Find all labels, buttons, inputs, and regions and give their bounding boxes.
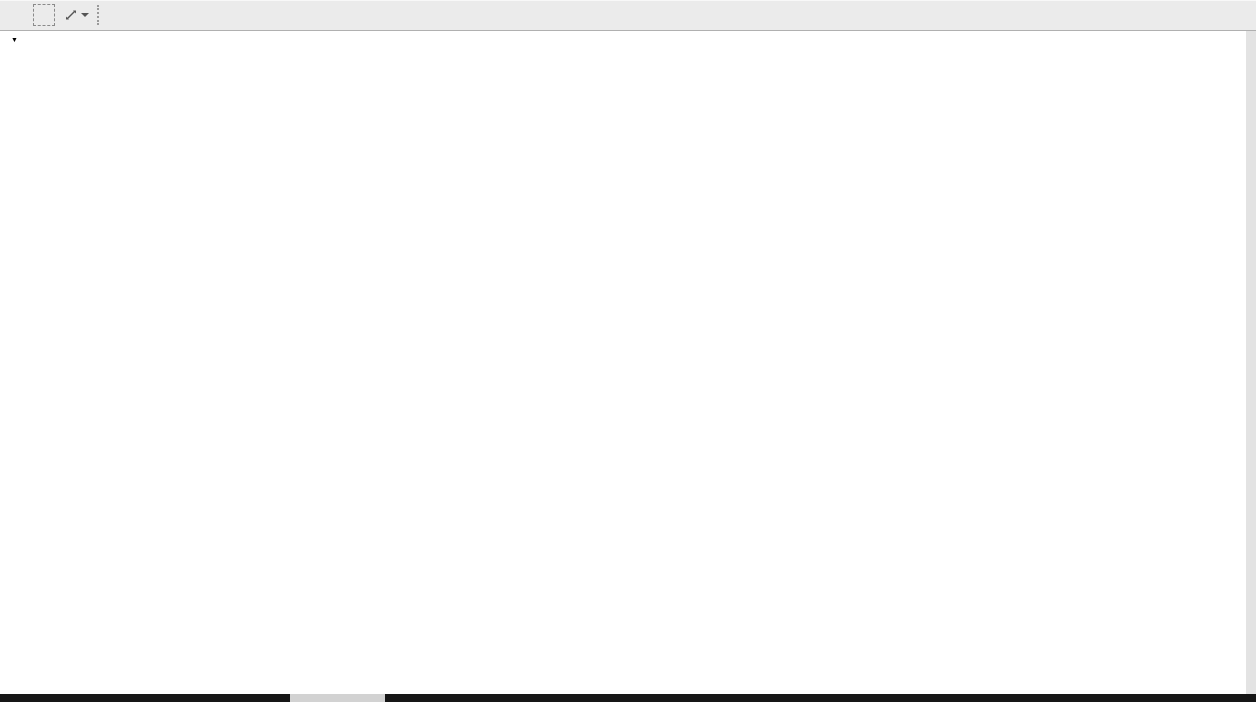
text-label-button[interactable] [33,4,55,26]
toolbar-separator [97,5,99,25]
chevron-down-icon [80,13,89,17]
arrow-tools-button[interactable] [60,4,92,26]
diagonal-arrows-icon [64,8,78,22]
chart-title: ▼ [11,37,26,44]
scrollbar-thumb[interactable] [290,694,385,702]
horizontal-scrollbar[interactable] [0,694,1256,702]
window-right-edge [1245,31,1256,702]
toolbar [0,0,1256,31]
symbol-dropdown-icon[interactable]: ▼ [11,37,18,44]
